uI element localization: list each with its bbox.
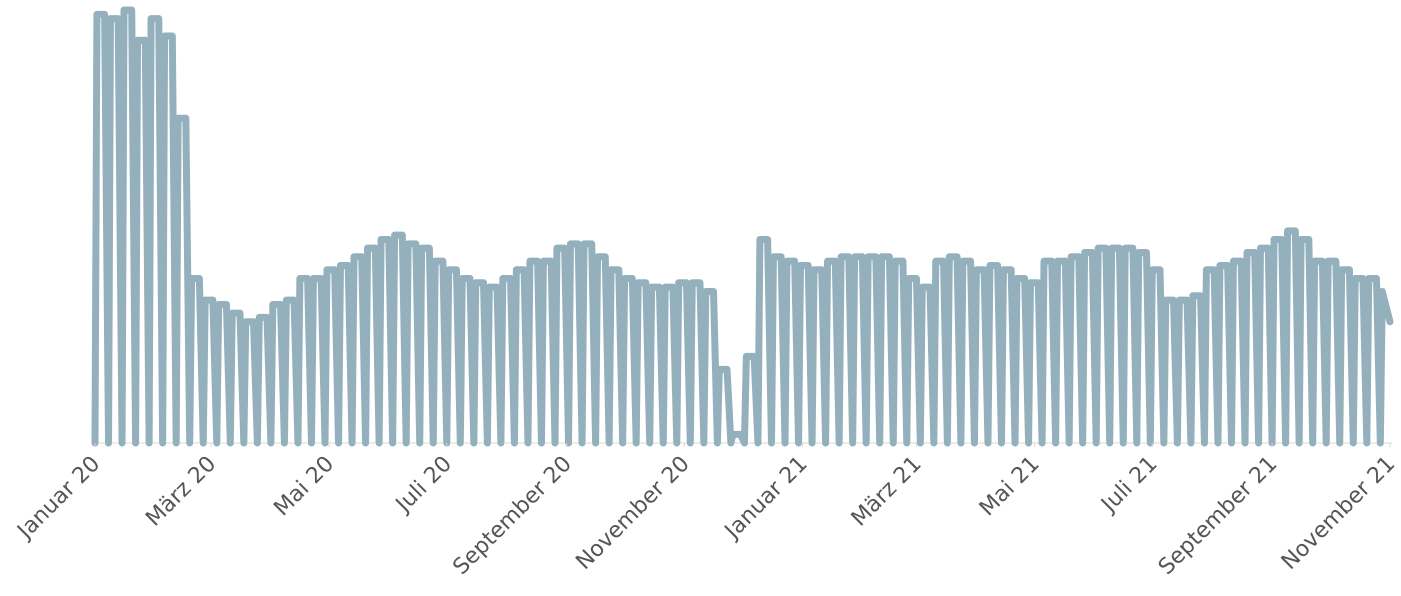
x-tick-label: Januar 21 [719, 452, 813, 546]
x-tick-label: November 21 [1277, 452, 1400, 575]
x-tick-label: Mai 20 [269, 452, 339, 522]
x-tick-label: Januar 20 [12, 452, 106, 546]
data-line [91, 6, 1394, 447]
x-tick-label: September 20 [448, 452, 576, 580]
x-tick-label: Juli 21 [1096, 452, 1163, 519]
x-tick-label: März 20 [141, 452, 221, 532]
x-tick-label: September 21 [1154, 452, 1282, 580]
x-tick-label: November 20 [571, 452, 694, 575]
x-tick-label: März 21 [847, 452, 927, 532]
x-tick-label: Mai 21 [975, 452, 1045, 522]
x-tick-label: Juli 20 [390, 452, 457, 519]
